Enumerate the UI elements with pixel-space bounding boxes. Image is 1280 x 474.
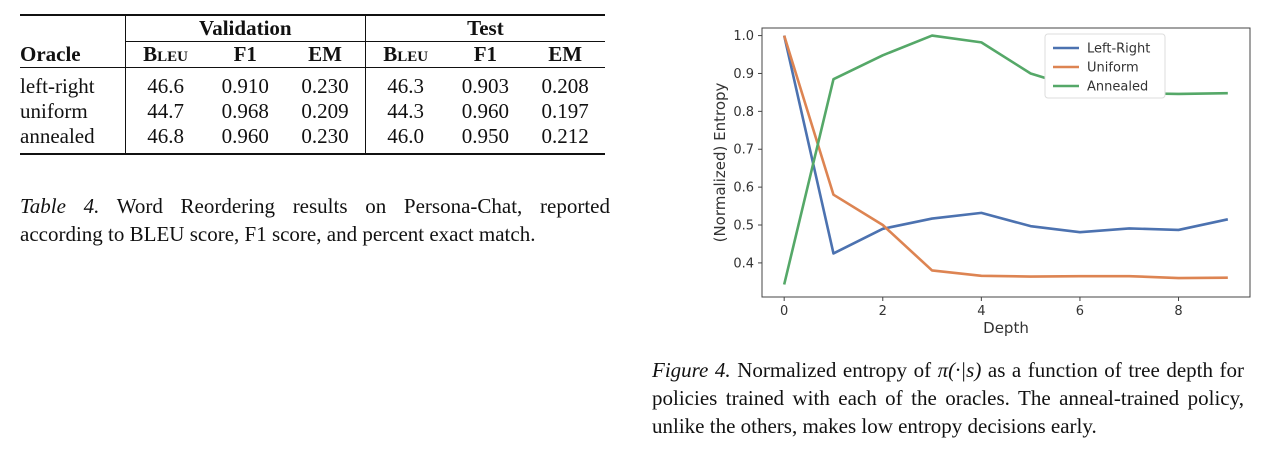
table-cell: 0.910: [221, 74, 269, 98]
figure-caption-math: π(·|s): [937, 358, 982, 382]
header-val-bleu: Bleu: [124, 41, 206, 68]
table-row: left-right 46.6 0.910 0.230 46.3 0.903 0…: [20, 74, 605, 99]
table-caption-text: Word Reordering results on Persona-Chat,…: [20, 194, 610, 246]
table-cell: 46.6: [124, 74, 206, 99]
figure-caption: Figure 4. Normalized entropy of π(·|s) a…: [652, 356, 1244, 440]
x-axis-label: Depth: [983, 319, 1029, 337]
group-validation: Validation: [124, 16, 366, 42]
series-line-left-right: [782, 35, 1229, 255]
y-tick-label: 0.5: [733, 219, 754, 234]
x-tick-label: 2: [879, 304, 887, 319]
table-cell: 46.0: [364, 124, 446, 149]
table-cell: 46.8: [124, 124, 206, 149]
entropy-chart: 0 2 4 6 8 0.4 0.5 0.6 0.7 0.8 0.9 1.0 Depth (Normaliz…: [711, 27, 1251, 337]
header-test-em: EM: [548, 42, 583, 66]
y-tick-label: 0.9: [733, 67, 754, 82]
series-line-uniform: [782, 35, 1228, 280]
table-mid-rule: [20, 67, 605, 74]
plot-frame: [761, 27, 1251, 298]
table-cell: 0.968: [221, 99, 269, 123]
legend-label: Left-Right: [1087, 42, 1150, 57]
table-cell: 0.960: [221, 124, 269, 148]
figure-caption-text-1: Normalized entropy of: [737, 358, 932, 382]
oracle-name: annealed: [20, 124, 95, 148]
table-row: uniform 44.7 0.968 0.209 44.3 0.960 0.19…: [20, 99, 605, 124]
header-val-em: EM: [308, 42, 342, 66]
table-cell: 0.209: [301, 99, 349, 123]
figure-caption-text-2: as a function of tree depth for policies…: [652, 358, 1245, 438]
header-val-f1: F1: [233, 42, 257, 66]
table-cell: 0.230: [301, 124, 349, 148]
y-tick-label: 0.8: [733, 105, 754, 120]
table-cell: 0.960: [461, 99, 509, 123]
y-tick-label: 0.4: [733, 256, 754, 271]
y-tick-label: 1.0: [733, 29, 754, 44]
table-cell: 0.230: [301, 74, 349, 98]
y-tick-label: 0.6: [733, 181, 754, 196]
table-cell: 0.903: [461, 74, 509, 98]
table-caption: Table 4. Word Reordering results on Pers…: [20, 192, 610, 248]
group-test: Test: [364, 16, 605, 42]
table-cell: 44.7: [124, 99, 206, 124]
legend-label: Uniform: [1087, 61, 1139, 76]
x-tick-label: 0: [780, 304, 788, 319]
table-cell: 44.3: [364, 99, 446, 124]
table-group-header: Validation Test: [20, 16, 605, 42]
x-tick-label: 4: [977, 304, 985, 319]
table-bottom-rule: [20, 149, 605, 155]
oracle-name: uniform: [20, 99, 88, 123]
header-oracle: Oracle: [20, 41, 81, 66]
results-table-block: Validation Test Oracle Bleu F1 EM Bleu F…: [20, 14, 605, 155]
header-test-f1: F1: [473, 42, 498, 66]
table-cell: 46.3: [364, 74, 446, 99]
table-row: annealed 46.8 0.960 0.230 46.0 0.950 0.2…: [20, 124, 605, 149]
table-cell: 0.197: [541, 99, 589, 123]
y-tick-label: 0.7: [733, 143, 754, 158]
header-test-bleu: Bleu: [364, 41, 446, 68]
table-cell: 0.212: [541, 124, 589, 148]
table-cell: 0.950: [461, 124, 509, 148]
x-tick-label: 6: [1076, 304, 1084, 319]
figure-caption-label: Figure 4.: [652, 358, 731, 382]
table-caption-label: Table 4.: [20, 194, 100, 218]
results-table: Validation Test Oracle Bleu F1 EM Bleu F…: [20, 14, 605, 155]
x-tick-label: 8: [1174, 304, 1182, 319]
table-cell: 0.208: [541, 74, 589, 98]
table-column-header: Oracle Bleu F1 EM Bleu F1 EM: [20, 41, 605, 68]
legend-box: [1044, 33, 1166, 99]
y-axis-label: (Normalized) Entropy: [711, 82, 729, 242]
legend-label: Annealed: [1087, 80, 1148, 95]
oracle-name: left-right: [20, 74, 95, 98]
entropy-figure: 0 2 4 6 8 0.4 0.5 0.6 0.7 0.8 0.9 1.0 Depth (Normaliz…: [700, 10, 1260, 350]
